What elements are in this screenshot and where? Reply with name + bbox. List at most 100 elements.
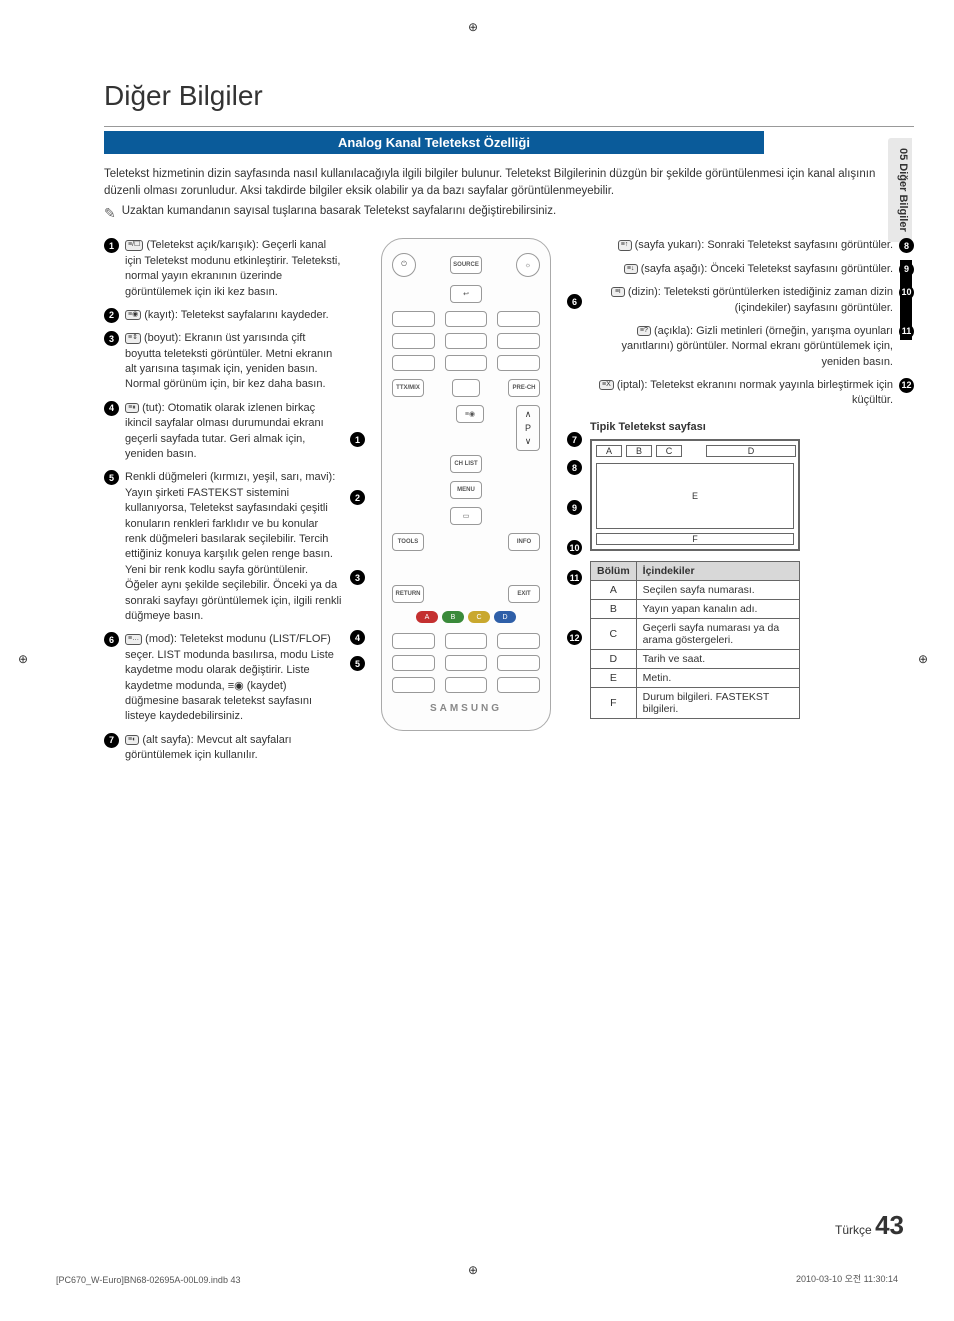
light-button[interactable]: ☼: [516, 253, 540, 277]
table-cell: Yayın yapan kanalın adı.: [636, 599, 799, 618]
table-row: EMetin.: [591, 668, 800, 687]
item-text: (açıkla): Gizli metinleri (örneğin, yarı…: [622, 325, 893, 368]
bullet-5: 5: [104, 470, 119, 485]
table-cell: Seçilen sayfa numarası.: [636, 580, 799, 599]
back-button[interactable]: ↩: [450, 285, 482, 303]
title-rule: [104, 126, 914, 127]
guide-button[interactable]: ▭: [450, 507, 482, 525]
item-text: (sayfa yukarı): Sonraki Teletekst sayfas…: [635, 239, 893, 251]
table-row: CGeçerli sayfa numarası ya da arama göst…: [591, 618, 800, 649]
num-button[interactable]: [445, 333, 488, 349]
callout-1: 1: [350, 432, 365, 447]
extra-grid: [392, 633, 540, 693]
page-title: Diğer Bilgiler: [104, 80, 914, 112]
info-button[interactable]: INFO: [508, 533, 540, 551]
bullet-10: 10: [899, 285, 914, 300]
callout-8: 8: [567, 460, 582, 475]
extra-button[interactable]: [392, 655, 435, 671]
callout-3: 3: [350, 570, 365, 585]
num-button[interactable]: [392, 355, 435, 371]
list-item: 4 ≡⏸ (tut): Otomatik olarak izlenen birk…: [104, 401, 342, 463]
tt-cell-c: C: [656, 445, 682, 457]
num-button[interactable]: [452, 379, 480, 397]
bullet-8: 8: [899, 238, 914, 253]
p-rocker[interactable]: ∧ P ∨: [516, 405, 540, 451]
extra-button[interactable]: [392, 633, 435, 649]
extra-button[interactable]: [445, 677, 488, 693]
chlist-button[interactable]: CH LIST: [450, 455, 482, 473]
list-item: 7 ≡◐ (alt sayfa): Mevcut alt sayfaları g…: [104, 733, 342, 764]
table-cell: Tarih ve saat.: [636, 649, 799, 668]
source-button[interactable]: SOURCE: [450, 256, 482, 274]
table-row: ASeçilen sayfa numarası.: [591, 580, 800, 599]
table-cell: C: [591, 618, 637, 649]
extra-button[interactable]: [445, 655, 488, 671]
table-cell: B: [591, 599, 637, 618]
list-item: 5 Renkli düğmeleri (kırmızı, yeşil, sarı…: [104, 470, 342, 624]
menu-button[interactable]: MENU: [450, 481, 482, 499]
remote-column: ⏻ SOURCE ☼ ↩ TTX/MIX PRE-CH: [356, 238, 576, 771]
ttxmix-button[interactable]: TTX/MIX: [392, 379, 424, 397]
footer-right: 2010-03-10 오전 11:30:14: [796, 1272, 898, 1285]
key-icon: ≡⇕: [125, 333, 141, 343]
item-text: (boyut): Ekranın üst yarısında çift boyu…: [125, 332, 332, 390]
callout-5: 5: [350, 656, 365, 671]
callout-6: 6: [567, 294, 582, 309]
tools-button[interactable]: TOOLS: [392, 533, 424, 551]
bullet-9: 9: [899, 262, 914, 277]
list-item: 2 ≡◉ (kayıt): Teletekst sayfalarını kayd…: [104, 308, 342, 323]
numpad: [392, 311, 540, 371]
note-row: ✎ Uzaktan kumandanın sayısal tuşlarına b…: [104, 205, 914, 222]
callout-4: 4: [350, 630, 365, 645]
num-button[interactable]: [392, 333, 435, 349]
table-row: BYayın yapan kanalın adı.: [591, 599, 800, 618]
list-item: 6 ≡… (mod): Teletekst modunu (LIST/FLOF)…: [104, 632, 342, 724]
extra-button[interactable]: [392, 677, 435, 693]
bullet-7: 7: [104, 733, 119, 748]
bullet-4: 4: [104, 401, 119, 416]
page-lang: Türkçe: [835, 1223, 872, 1237]
key-icon: ≡/☐: [125, 240, 143, 250]
color-a-button[interactable]: A: [416, 611, 438, 623]
color-d-button[interactable]: D: [494, 611, 516, 623]
num-button[interactable]: [497, 333, 540, 349]
tt-cell-e: E: [596, 463, 794, 529]
p-down-icon: ∨: [525, 436, 532, 447]
page-number: Türkçe 43: [835, 1210, 904, 1241]
item-text: (mod): Teletekst modunu (LIST/FLOF) seçe…: [125, 633, 334, 722]
prech-button[interactable]: PRE-CH: [508, 379, 540, 397]
num-button[interactable]: [445, 311, 488, 327]
extra-button[interactable]: [497, 677, 540, 693]
note-icon: ✎: [104, 205, 116, 222]
extra-button[interactable]: [445, 633, 488, 649]
page-num-value: 43: [875, 1210, 904, 1240]
registration-mark-top: ⊕: [468, 20, 486, 38]
extra-button[interactable]: [497, 633, 540, 649]
table-header-row: Bölüm İçindekiler: [591, 561, 800, 580]
color-b-button[interactable]: B: [442, 611, 464, 623]
list-item: ≡i (dizin): Teleteksti görüntülerken ist…: [590, 285, 914, 316]
num-button[interactable]: [445, 355, 488, 371]
list-item: 1 ≡/☐ (Teletekst açık/karışık): Geçerli …: [104, 238, 342, 300]
num-button[interactable]: [497, 355, 540, 371]
extra-button[interactable]: [497, 655, 540, 671]
intro-text: Teletekst hizmetinin dizin sayfasında na…: [104, 166, 914, 199]
exit-button[interactable]: EXIT: [508, 585, 540, 603]
key-icon: ≡i: [611, 287, 625, 297]
table-cell: D: [591, 649, 637, 668]
bullet-2: 2: [104, 308, 119, 323]
color-c-button[interactable]: C: [468, 611, 490, 623]
power-button[interactable]: ⏻: [392, 253, 416, 277]
key-icon: ≡X: [599, 380, 614, 390]
list-item: 3 ≡⇕ (boyut): Ekranın üst yarısında çift…: [104, 331, 342, 393]
list-item: ≡X (iptal): Teletekst ekranını normak ya…: [590, 378, 914, 409]
callout-7: 7: [567, 432, 582, 447]
num-button[interactable]: [497, 311, 540, 327]
item-text: (tut): Otomatik olarak izlenen birkaç ik…: [125, 402, 324, 460]
return-button[interactable]: RETURN: [392, 585, 424, 603]
num-button[interactable]: [392, 311, 435, 327]
p-label: P: [525, 423, 531, 433]
callout-10: 10: [567, 540, 582, 555]
mute-button[interactable]: ≡◉: [456, 405, 484, 423]
item-text: (iptal): Teletekst ekranını normak yayın…: [617, 379, 893, 406]
